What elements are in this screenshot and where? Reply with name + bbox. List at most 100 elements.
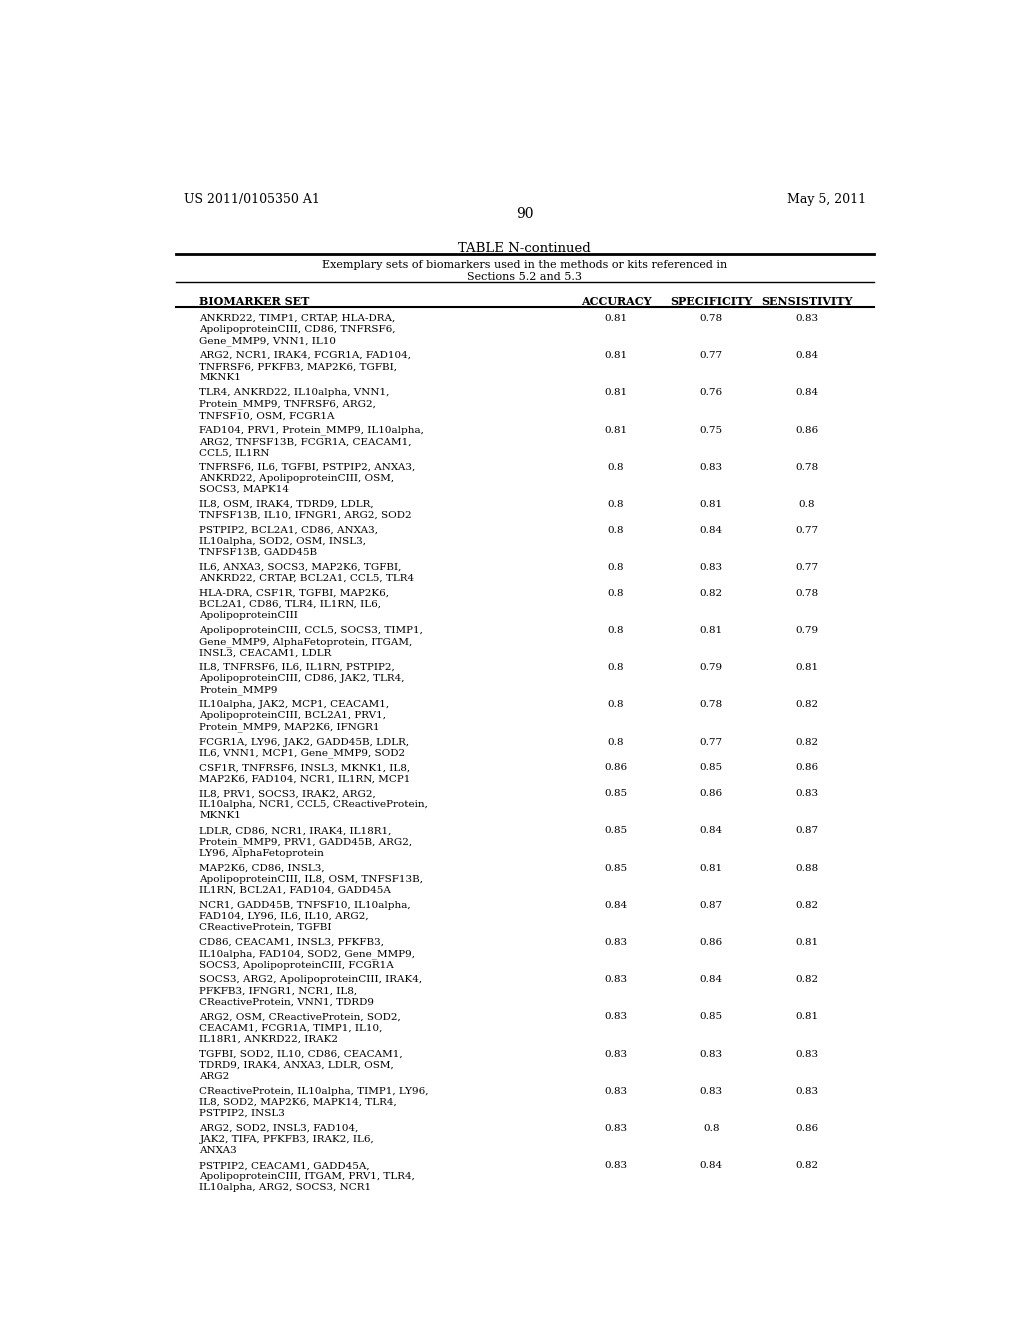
Text: 0.8: 0.8 [608, 562, 625, 572]
Text: 0.83: 0.83 [795, 1049, 818, 1059]
Text: ApolipoproteinCIII, CCL5, SOCS3, TIMP1,
Gene_MMP9, AlphaFetoprotein, ITGAM,
INSL: ApolipoproteinCIII, CCL5, SOCS3, TIMP1, … [200, 626, 423, 657]
Text: 0.84: 0.84 [699, 1162, 723, 1171]
Text: SPECIFICITY: SPECIFICITY [670, 296, 753, 306]
Text: 0.81: 0.81 [795, 939, 818, 946]
Text: 0.76: 0.76 [699, 388, 723, 397]
Text: 0.79: 0.79 [699, 663, 723, 672]
Text: 0.87: 0.87 [795, 826, 818, 836]
Text: 0.84: 0.84 [699, 975, 723, 985]
Text: 0.86: 0.86 [604, 763, 628, 772]
Text: FAD104, PRV1, Protein_MMP9, IL10alpha,
ARG2, TNFSF13B, FCGR1A, CEACAM1,
CCL5, IL: FAD104, PRV1, Protein_MMP9, IL10alpha, A… [200, 425, 424, 458]
Text: SENSISTIVITY: SENSISTIVITY [761, 296, 852, 306]
Text: 0.84: 0.84 [699, 525, 723, 535]
Text: 0.82: 0.82 [795, 1162, 818, 1171]
Text: 0.84: 0.84 [604, 900, 628, 909]
Text: CSF1R, TNFRSF6, INSL3, MKNK1, IL8,
MAP2K6, FAD104, NCR1, IL1RN, MCP1: CSF1R, TNFRSF6, INSL3, MKNK1, IL8, MAP2K… [200, 763, 411, 784]
Text: 0.78: 0.78 [699, 314, 723, 323]
Text: 0.84: 0.84 [795, 388, 818, 397]
Text: IL8, PRV1, SOCS3, IRAK2, ARG2,
IL10alpha, NCR1, CCL5, CReactiveProtein,
MKNK1: IL8, PRV1, SOCS3, IRAK2, ARG2, IL10alpha… [200, 789, 428, 820]
Text: 0.82: 0.82 [699, 589, 723, 598]
Text: 0.77: 0.77 [795, 525, 818, 535]
Text: ARG2, OSM, CReactiveProtein, SOD2,
CEACAM1, FCGR1A, TIMP1, IL10,
IL18R1, ANKRD22: ARG2, OSM, CReactiveProtein, SOD2, CEACA… [200, 1012, 401, 1044]
Text: ARG2, SOD2, INSL3, FAD104,
JAK2, TIFA, PFKFB3, IRAK2, IL6,
ANXA3: ARG2, SOD2, INSL3, FAD104, JAK2, TIFA, P… [200, 1123, 374, 1155]
Text: 0.85: 0.85 [604, 863, 628, 873]
Text: 0.86: 0.86 [699, 939, 723, 946]
Text: 0.83: 0.83 [699, 463, 723, 471]
Text: 0.83: 0.83 [604, 1086, 628, 1096]
Text: IL8, OSM, IRAK4, TDRD9, LDLR,
TNFSF13B, IL10, IFNGR1, ARG2, SOD2: IL8, OSM, IRAK4, TDRD9, LDLR, TNFSF13B, … [200, 500, 412, 520]
Text: 0.83: 0.83 [604, 1049, 628, 1059]
Text: 0.86: 0.86 [699, 789, 723, 799]
Text: 0.8: 0.8 [608, 525, 625, 535]
Text: 0.83: 0.83 [699, 562, 723, 572]
Text: 0.8: 0.8 [608, 463, 625, 471]
Text: 0.83: 0.83 [699, 1049, 723, 1059]
Text: 90: 90 [516, 207, 534, 222]
Text: IL6, ANXA3, SOCS3, MAP2K6, TGFBI,
ANKRD22, CRTAP, BCL2A1, CCL5, TLR4: IL6, ANXA3, SOCS3, MAP2K6, TGFBI, ANKRD2… [200, 562, 415, 583]
Text: Exemplary sets of biomarkers used in the methods or kits referenced in: Exemplary sets of biomarkers used in the… [323, 260, 727, 271]
Text: TABLE N-continued: TABLE N-continued [459, 242, 591, 255]
Text: 0.82: 0.82 [795, 701, 818, 709]
Text: ANKRD22, TIMP1, CRTAP, HLA-DRA,
ApolipoproteinCIII, CD86, TNFRSF6,
Gene_MMP9, VN: ANKRD22, TIMP1, CRTAP, HLA-DRA, Apolipop… [200, 314, 396, 346]
Text: 0.77: 0.77 [699, 351, 723, 360]
Text: 0.82: 0.82 [795, 738, 818, 747]
Text: 0.85: 0.85 [699, 763, 723, 772]
Text: BIOMARKER SET: BIOMARKER SET [200, 296, 310, 306]
Text: 0.8: 0.8 [608, 701, 625, 709]
Text: 0.82: 0.82 [795, 900, 818, 909]
Text: 0.77: 0.77 [699, 738, 723, 747]
Text: 0.8: 0.8 [608, 626, 625, 635]
Text: CReactiveProtein, IL10alpha, TIMP1, LY96,
IL8, SOD2, MAP2K6, MAPK14, TLR4,
PSTPI: CReactiveProtein, IL10alpha, TIMP1, LY96… [200, 1086, 429, 1118]
Text: 0.83: 0.83 [795, 789, 818, 799]
Text: 0.8: 0.8 [799, 500, 815, 510]
Text: 0.75: 0.75 [699, 425, 723, 434]
Text: 0.8: 0.8 [608, 589, 625, 598]
Text: 0.83: 0.83 [604, 1012, 628, 1022]
Text: 0.82: 0.82 [795, 975, 818, 985]
Text: TNFRSF6, IL6, TGFBI, PSTPIP2, ANXA3,
ANKRD22, ApolipoproteinCIII, OSM,
SOCS3, MA: TNFRSF6, IL6, TGFBI, PSTPIP2, ANXA3, ANK… [200, 463, 416, 494]
Text: LDLR, CD86, NCR1, IRAK4, IL18R1,
Protein_MMP9, PRV1, GADD45B, ARG2,
LY96, AlphaF: LDLR, CD86, NCR1, IRAK4, IL18R1, Protein… [200, 826, 413, 858]
Text: HLA-DRA, CSF1R, TGFBI, MAP2K6,
BCL2A1, CD86, TLR4, IL1RN, IL6,
ApolipoproteinCII: HLA-DRA, CSF1R, TGFBI, MAP2K6, BCL2A1, C… [200, 589, 389, 620]
Text: 0.8: 0.8 [608, 738, 625, 747]
Text: 0.83: 0.83 [795, 314, 818, 323]
Text: 0.81: 0.81 [604, 388, 628, 397]
Text: ACCURACY: ACCURACY [581, 296, 651, 306]
Text: 0.85: 0.85 [699, 1012, 723, 1022]
Text: Sections 5.2 and 5.3: Sections 5.2 and 5.3 [467, 272, 583, 282]
Text: 0.81: 0.81 [699, 863, 723, 873]
Text: 0.81: 0.81 [699, 500, 723, 510]
Text: MAP2K6, CD86, INSL3,
ApolipoproteinCIII, IL8, OSM, TNFSF13B,
IL1RN, BCL2A1, FAD1: MAP2K6, CD86, INSL3, ApolipoproteinCIII,… [200, 863, 424, 895]
Text: 0.85: 0.85 [604, 826, 628, 836]
Text: 0.85: 0.85 [604, 789, 628, 799]
Text: ARG2, NCR1, IRAK4, FCGR1A, FAD104,
TNFRSF6, PFKFB3, MAP2K6, TGFBI,
MKNK1: ARG2, NCR1, IRAK4, FCGR1A, FAD104, TNFRS… [200, 351, 412, 383]
Text: 0.81: 0.81 [604, 425, 628, 434]
Text: 0.86: 0.86 [795, 1123, 818, 1133]
Text: 0.83: 0.83 [604, 939, 628, 946]
Text: 0.83: 0.83 [604, 1162, 628, 1171]
Text: IL8, TNFRSF6, IL6, IL1RN, PSTPIP2,
ApolipoproteinCIII, CD86, JAK2, TLR4,
Protein: IL8, TNFRSF6, IL6, IL1RN, PSTPIP2, Apoli… [200, 663, 404, 696]
Text: 0.81: 0.81 [699, 626, 723, 635]
Text: 0.88: 0.88 [795, 863, 818, 873]
Text: CD86, CEACAM1, INSL3, PFKFB3,
IL10alpha, FAD104, SOD2, Gene_MMP9,
SOCS3, Apolipo: CD86, CEACAM1, INSL3, PFKFB3, IL10alpha,… [200, 939, 416, 970]
Text: PSTPIP2, CEACAM1, GADD45A,
ApolipoproteinCIII, ITGAM, PRV1, TLR4,
IL10alpha, ARG: PSTPIP2, CEACAM1, GADD45A, Apolipoprotei… [200, 1162, 416, 1192]
Text: IL10alpha, JAK2, MCP1, CEACAM1,
ApolipoproteinCIII, BCL2A1, PRV1,
Protein_MMP9, : IL10alpha, JAK2, MCP1, CEACAM1, Apolipop… [200, 701, 389, 733]
Text: PSTPIP2, BCL2A1, CD86, ANXA3,
IL10alpha, SOD2, OSM, INSL3,
TNFSF13B, GADD45B: PSTPIP2, BCL2A1, CD86, ANXA3, IL10alpha,… [200, 525, 379, 557]
Text: 0.78: 0.78 [699, 701, 723, 709]
Text: 0.84: 0.84 [699, 826, 723, 836]
Text: 0.79: 0.79 [795, 626, 818, 635]
Text: 0.8: 0.8 [703, 1123, 720, 1133]
Text: 0.83: 0.83 [795, 1086, 818, 1096]
Text: 0.81: 0.81 [795, 1012, 818, 1022]
Text: May 5, 2011: May 5, 2011 [786, 193, 866, 206]
Text: 0.8: 0.8 [608, 663, 625, 672]
Text: 0.87: 0.87 [699, 900, 723, 909]
Text: US 2011/0105350 A1: US 2011/0105350 A1 [183, 193, 319, 206]
Text: 0.8: 0.8 [608, 500, 625, 510]
Text: 0.81: 0.81 [604, 351, 628, 360]
Text: 0.83: 0.83 [699, 1086, 723, 1096]
Text: 0.86: 0.86 [795, 425, 818, 434]
Text: 0.81: 0.81 [604, 314, 628, 323]
Text: NCR1, GADD45B, TNFSF10, IL10alpha,
FAD104, LY96, IL6, IL10, ARG2,
CReactiveProte: NCR1, GADD45B, TNFSF10, IL10alpha, FAD10… [200, 900, 411, 932]
Text: 0.84: 0.84 [795, 351, 818, 360]
Text: 0.83: 0.83 [604, 975, 628, 985]
